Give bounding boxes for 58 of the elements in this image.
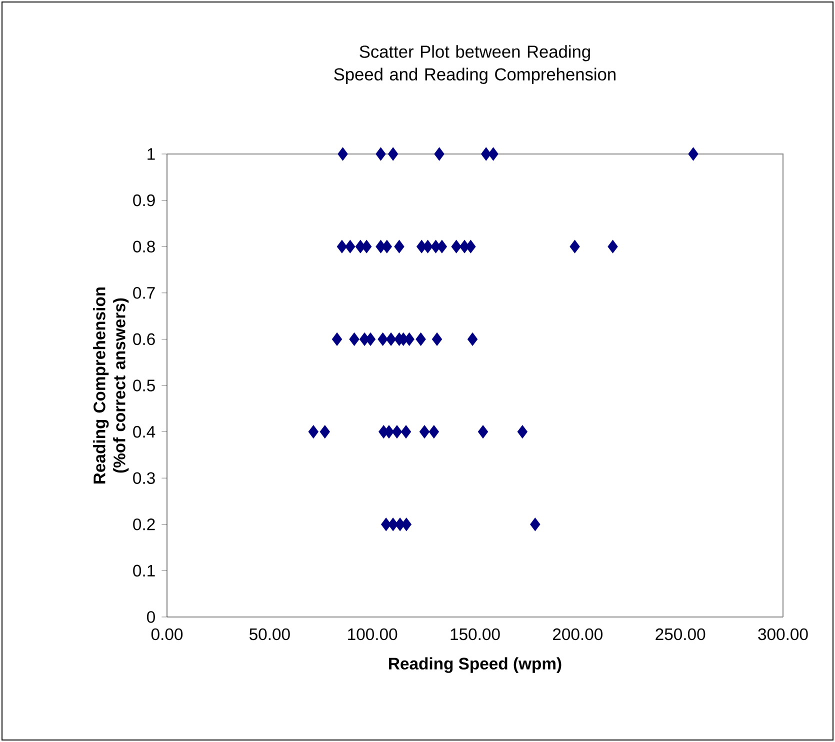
point [386,332,396,346]
x-tick-label: 100.00 [348,628,398,640]
y-tick-label: 0.9 [133,194,155,206]
point [434,147,444,161]
point [336,240,348,254]
point [488,147,498,161]
y-tick-label: 0 [147,611,155,623]
y-tick-label: 0.7 [133,287,155,299]
x-tick-label: 250.00 [656,628,706,640]
y-tick-label: 0.6 [133,333,155,346]
y-tick-label: 0.2 [133,518,155,530]
point [401,518,412,532]
point [381,518,392,532]
point [467,332,478,346]
point [432,332,442,346]
y-tick-label: 0.5 [133,380,155,392]
point [419,425,430,438]
x-tick-label: 300.00 [758,628,808,640]
x-tick-label: 150.00 [450,628,500,640]
point [428,425,440,438]
point [416,332,426,346]
point [332,332,342,346]
x-tick-label: 50.00 [249,628,290,640]
point [345,240,356,254]
point [517,425,528,438]
point [388,147,398,161]
point [338,147,348,161]
point [349,332,360,346]
point [451,240,462,254]
point [478,425,488,438]
point [570,240,580,254]
point [530,518,540,532]
y-tick-label: 0.1 [133,564,155,577]
point [378,332,388,346]
chart-title: Scatter Plot between Reading Speed and Reading Comprehension [334,45,616,84]
point [436,240,448,254]
x-tick-label: 200.00 [553,628,602,640]
point [422,240,433,254]
point [481,147,492,161]
x-tick-label: 0.00 [151,628,183,640]
y-tick-label: 0.8 [133,240,155,252]
point [320,425,330,438]
point [376,147,386,161]
y-axis-title: Reading Comprehension (%of correct answers) [93,287,129,484]
point [392,425,402,438]
x-axis-title: Reading Speed (wpm) [389,657,562,673]
y-tick-label: 0.3 [133,472,155,484]
point [394,240,404,254]
point [308,425,318,438]
point [688,147,698,161]
y-tick-label: 0.4 [133,426,156,438]
point [382,240,392,254]
point [608,240,618,254]
y-tick-label: 1 [148,148,155,160]
point [404,332,414,346]
point [362,240,372,254]
point [400,425,412,438]
point [466,240,476,254]
